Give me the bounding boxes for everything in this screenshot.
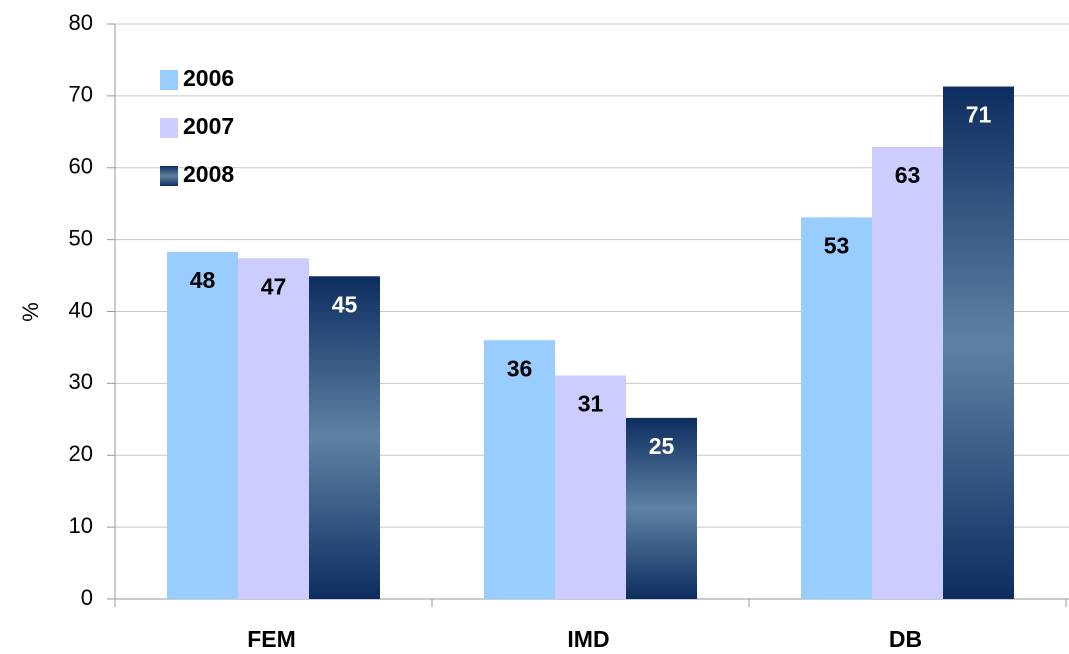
data-label: 71 [966,102,992,128]
legend-label: 2006 [183,65,234,91]
data-label: 25 [649,433,675,459]
data-label: 36 [507,355,533,381]
y-tick-label: 40 [69,297,93,322]
y-tick-label: 20 [69,441,93,466]
bar [309,276,380,599]
bar [801,217,872,599]
legend-label: 2007 [183,113,234,139]
data-label: 53 [824,232,850,258]
y-tick-label: 0 [81,585,93,610]
legend-swatch [160,166,178,186]
y-tick-label: 10 [69,513,93,538]
legend-swatch [160,70,178,90]
y-tick-label: 60 [69,154,93,179]
x-tick-label: FEM [247,626,296,652]
bar [555,375,626,599]
bar [943,86,1014,599]
data-label: 47 [261,273,287,299]
y-tick-label: 70 [69,82,93,107]
legend-label: 2008 [183,161,234,187]
legend-swatch [160,118,178,138]
data-label: 31 [578,391,604,417]
data-label: 48 [190,267,216,293]
y-tick-label: 80 [69,10,93,35]
y-tick-label: 50 [69,225,93,250]
bar [238,258,309,599]
data-label: 63 [895,162,921,188]
x-tick-label: IMD [567,626,609,652]
data-label: 45 [332,291,358,317]
bar [167,251,238,599]
x-tick-label: DB [889,626,922,652]
bar [484,340,555,599]
bar [626,417,697,599]
bar [872,146,943,599]
y-axis-label: % [18,302,43,322]
y-tick-label: 30 [69,369,93,394]
